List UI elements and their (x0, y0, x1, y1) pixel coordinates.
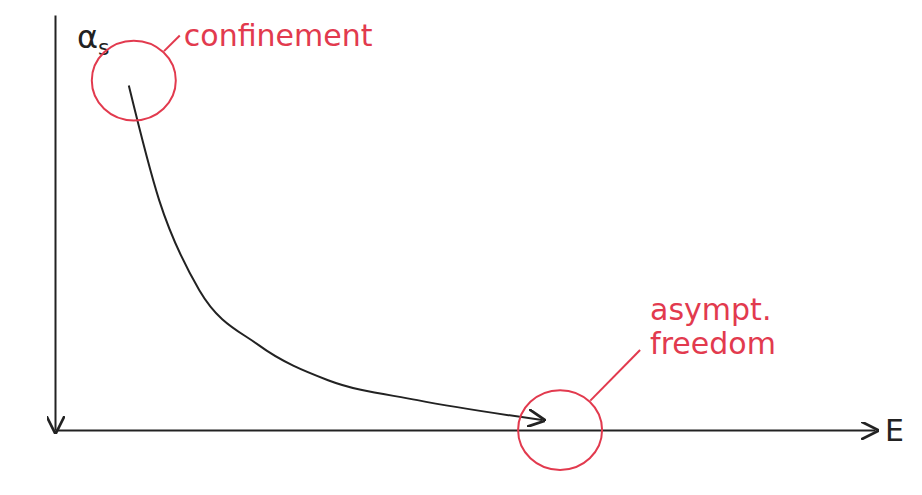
x-axis (56, 430, 876, 431)
axis-line (55, 16, 57, 431)
y-axis-title: αs (77, 18, 110, 60)
y-axis (55, 16, 56, 431)
plot-area (129, 86, 542, 420)
chart: Eαs confinement asympt. freedom (0, 0, 922, 495)
annotation: asympt. freedom (650, 292, 781, 361)
highlight-circle (92, 41, 176, 121)
annotation: confinement (184, 18, 373, 53)
leader-line (590, 350, 640, 401)
x-axis-title: E (885, 413, 904, 448)
highlight-circle (518, 390, 602, 470)
curve (129, 86, 542, 420)
leader-line (164, 36, 180, 52)
axis-line (56, 430, 876, 432)
